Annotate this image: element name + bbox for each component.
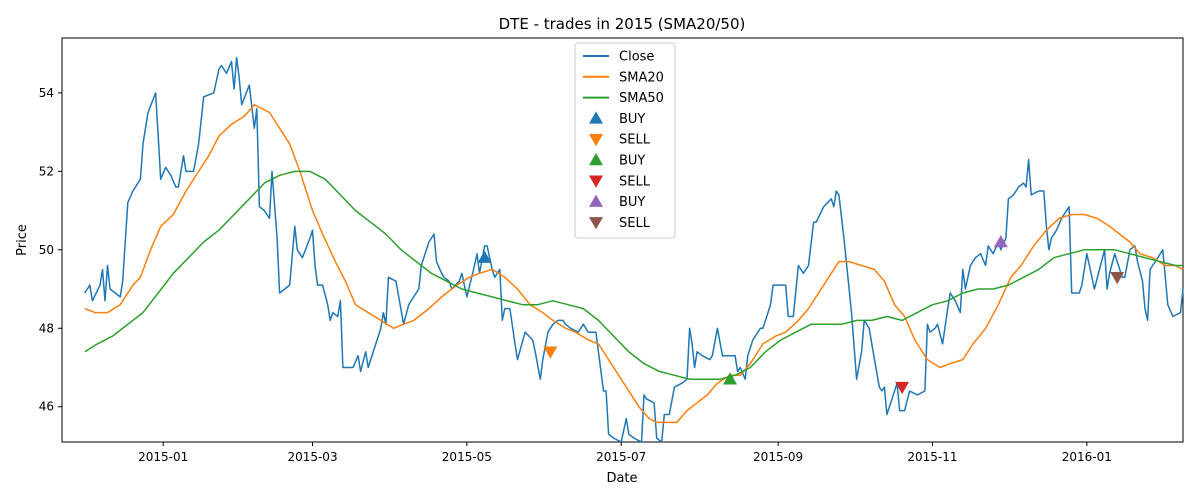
y-tick-label: 48	[39, 321, 54, 335]
trade-marker-sell-6	[1110, 272, 1125, 285]
legend-label-buy-3: BUY	[619, 154, 645, 169]
trade-marker-sell-4	[895, 381, 910, 395]
chart-title: DTE - trades in 2015 (SMA20/50)	[499, 15, 746, 33]
x-tick-label: 2016-01	[1062, 450, 1112, 464]
legend-label-buy-5: BUY	[619, 195, 645, 210]
trade-marker-sell-2	[543, 346, 558, 359]
y-axis-label: Price	[15, 224, 30, 256]
series-layer	[84, 56, 1184, 443]
marker-layer	[477, 234, 1125, 395]
x-tick-label: 2015-03	[287, 450, 337, 464]
x-tick-label: 2015-05	[442, 450, 492, 464]
x-tick-label: 2015-11	[907, 450, 957, 464]
legend-swatch-buy-3	[589, 153, 603, 166]
legend-swatch-sell-2	[589, 133, 603, 147]
y-tick-label: 54	[39, 86, 54, 100]
legend-label-buy-1: BUY	[619, 112, 645, 127]
x-tick-label: 2015-01	[138, 450, 188, 464]
series-line-sma50	[84, 170, 1183, 380]
legend-swatch-sell-6	[589, 217, 603, 230]
legend-swatch-buy-1	[589, 111, 603, 124]
legend-label-close: Close	[619, 50, 654, 65]
legend-swatch-sell-4	[589, 175, 603, 188]
trade-marker-buy-1	[477, 250, 492, 263]
series-line-close	[84, 56, 1184, 443]
plot-frame	[61, 37, 1184, 443]
x-tick-label: 2015-07	[596, 450, 646, 464]
y-axis: 46 48 50 52 54	[39, 86, 62, 414]
x-axis-label: Date	[606, 471, 637, 486]
legend-label-sell-2: SELL	[619, 133, 651, 148]
legend-label-sell-6: SELL	[619, 216, 651, 231]
x-axis: 2015-01 2015-03 2015-05 2015-07 2015-09 2015-…	[138, 442, 1112, 464]
y-tick-label: 52	[39, 164, 54, 178]
legend-swatch-buy-5	[589, 194, 603, 207]
plot-area	[61, 37, 1184, 443]
x-tick-label: 2015-09	[753, 450, 803, 464]
series-line-sma20	[84, 103, 1184, 424]
legend-label-sma50: SMA50	[619, 91, 664, 106]
legend-frame	[574, 42, 676, 239]
legend-label-sell-4: SELL	[619, 174, 651, 189]
trade-marker-buy-5	[993, 234, 1008, 248]
legend: Close SMA20 SMA50 BUY SELL BUY SELL BUY SELL	[574, 42, 676, 239]
legend-label-sma20: SMA20	[619, 70, 664, 85]
y-tick-label: 50	[39, 243, 54, 257]
trade-marker-buy-3	[723, 372, 738, 385]
y-tick-label: 46	[39, 400, 54, 414]
